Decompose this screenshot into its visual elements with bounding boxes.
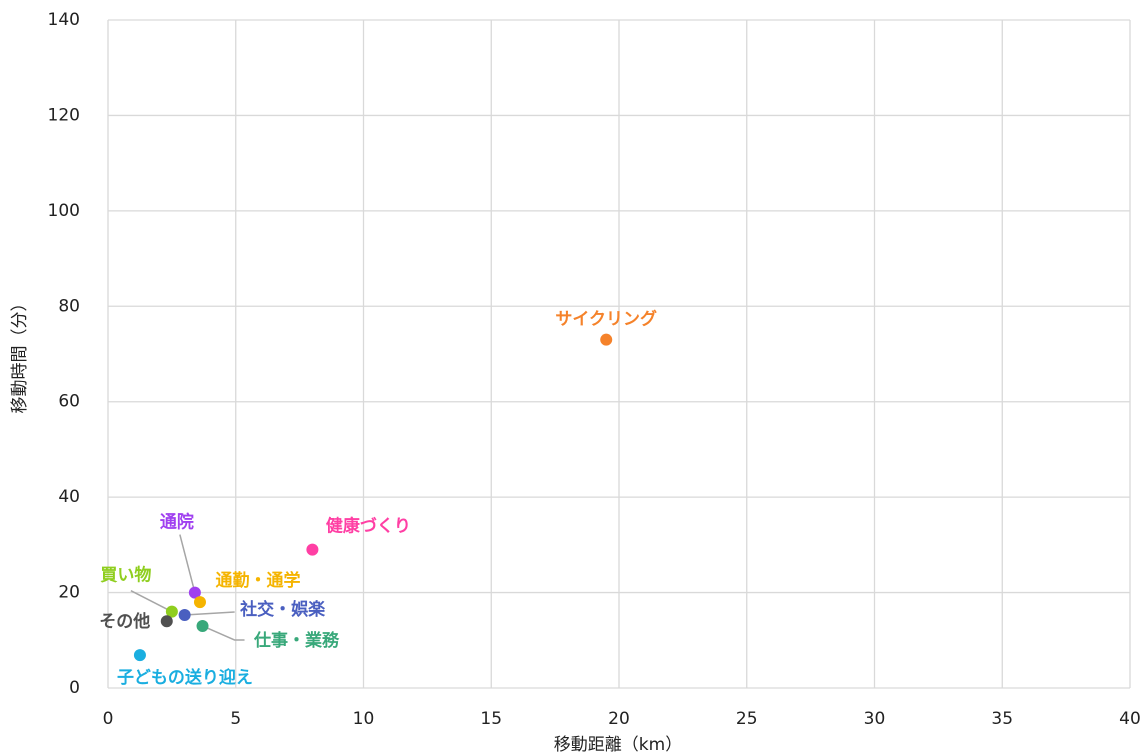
point-label: 健康づくり <box>326 516 411 537</box>
x-tick-label: 25 <box>736 709 758 729</box>
x-tick-label: 5 <box>230 709 241 729</box>
x-tick-label: 10 <box>353 709 375 729</box>
y-tick-label: 100 <box>48 201 80 221</box>
x-tick-label: 30 <box>864 709 886 729</box>
point <box>178 608 191 621</box>
leader-line <box>179 534 196 593</box>
leader-line <box>184 611 235 616</box>
point-label: 買い物 <box>100 565 151 586</box>
point <box>196 619 209 632</box>
y-tick-label: 60 <box>58 392 80 412</box>
leader-line <box>202 625 245 641</box>
y-tick-label: 0 <box>69 678 80 698</box>
x-tick-label: 15 <box>480 709 502 729</box>
x-tick-label: 35 <box>991 709 1013 729</box>
point <box>193 596 206 609</box>
point-label: サイクリング <box>555 309 657 330</box>
point <box>306 543 319 556</box>
y-tick-label: 40 <box>58 487 80 507</box>
point <box>600 333 613 346</box>
leader-line <box>130 589 173 613</box>
point <box>133 649 146 662</box>
x-axis-title: 移動距離（km） <box>554 735 682 755</box>
point <box>165 605 178 618</box>
point-label: 社交・娯楽 <box>239 599 326 620</box>
y-tick-label: 80 <box>58 296 80 316</box>
point <box>188 586 201 599</box>
point-label: その他 <box>99 611 150 632</box>
point-label: 子どもの送り迎え <box>117 667 253 688</box>
y-tick-label: 120 <box>48 105 80 125</box>
point-label: 仕事・業務 <box>253 630 340 651</box>
x-tick-label: 20 <box>608 709 630 729</box>
y-tick-label: 140 <box>48 10 80 30</box>
x-tick-label: 0 <box>103 709 114 729</box>
point <box>160 615 173 628</box>
point-label: 通勤・通学 <box>215 570 300 591</box>
point-label: 通院 <box>160 512 194 533</box>
x-tick-label: 40 <box>1119 709 1141 729</box>
y-tick-label: 20 <box>58 583 80 603</box>
y-axis-title: 移動時間（分） <box>10 295 30 414</box>
